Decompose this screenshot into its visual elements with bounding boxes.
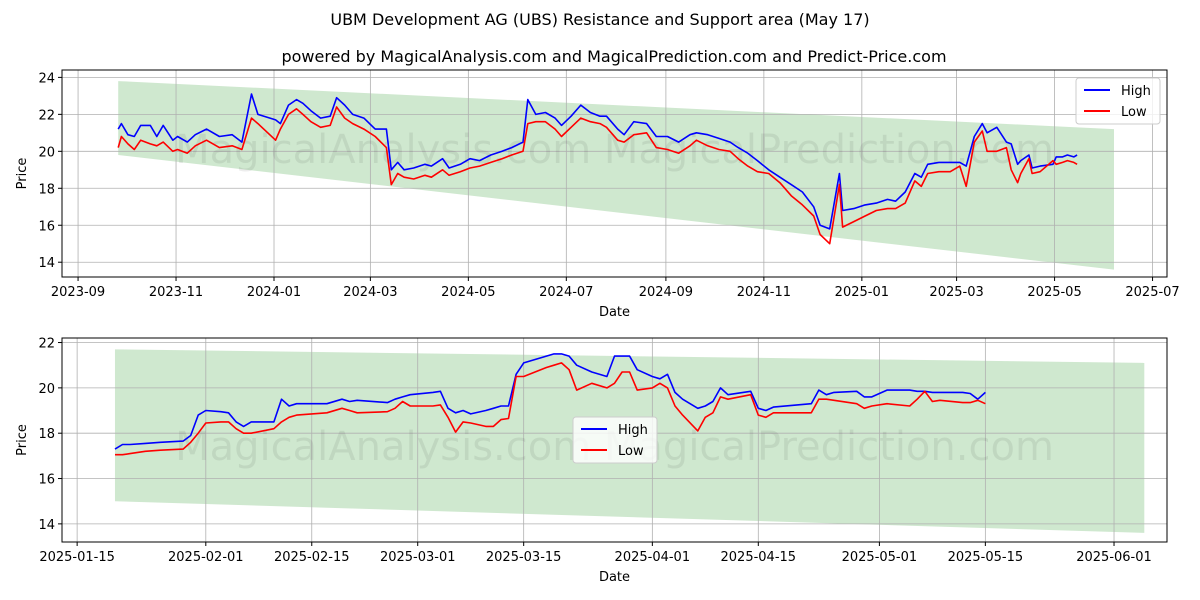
- chart-subtitle: powered by MagicalAnalysis.com and Magic…: [281, 47, 946, 66]
- chart-title: UBM Development AG (UBS) Resistance and …: [330, 10, 869, 29]
- x-tick-label: 2025-04-15: [721, 550, 797, 565]
- top-chart-panel: 2023-09 2023-11 2024-01 2024-03 2024-05 2024-…: [15, 69, 1180, 320]
- legend: High Low: [572, 416, 658, 464]
- axes-frame: [61, 69, 1168, 278]
- y-tick-label: 16: [38, 473, 55, 488]
- legend-label-high: High: [1121, 84, 1151, 99]
- legend-label-low: Low: [1121, 105, 1147, 120]
- y-axis-label: Price: [15, 158, 30, 190]
- axes-frame: [61, 337, 1168, 543]
- y-tick-label: 22: [38, 337, 55, 352]
- legend-label-low: Low: [618, 444, 644, 459]
- x-axis-label: Date: [599, 570, 630, 585]
- x-tick-label: 2025-05-15: [948, 550, 1024, 565]
- legend: High Low: [1075, 77, 1161, 125]
- x-tick-label: 2025-02-01: [168, 550, 244, 565]
- x-tick-label: 2024-09: [639, 285, 693, 300]
- y-tick-label: 22: [38, 108, 55, 123]
- support-resistance-band: [118, 81, 1114, 270]
- x-tick-label: 2025-05-01: [842, 550, 918, 565]
- x-tick-label: 2024-03: [343, 285, 397, 300]
- x-tick-label: 2025-01-15: [39, 550, 115, 565]
- x-axis-label: Date: [599, 305, 630, 320]
- series-high-line: [117, 93, 1078, 230]
- series-low-line: [117, 106, 1078, 245]
- x-tick-label: 2025-02-15: [274, 550, 350, 565]
- x-tick-label: 2025-06-01: [1076, 550, 1152, 565]
- y-tick-label: 18: [38, 427, 55, 442]
- y-tick-label: 14: [38, 256, 55, 271]
- y-tick-label: 24: [38, 71, 55, 86]
- x-tick-label: 2024-01: [247, 285, 301, 300]
- x-tick-label: 2025-03: [929, 285, 983, 300]
- x-tick-label: 2025-04-01: [615, 550, 691, 565]
- watermark-text: MagicalAnalysis.com MagicalPrediction.co…: [175, 127, 1054, 173]
- y-tick-label: 18: [38, 182, 55, 197]
- y-tick-label: 20: [38, 145, 55, 160]
- legend-label-high: High: [618, 423, 648, 438]
- x-tick-label: 2024-05: [441, 285, 495, 300]
- bottom-chart-panel: 2025-01-15 2025-02-01 2025-02-15 2025-03-01…: [15, 337, 1168, 585]
- x-tick-label: 2023-09: [51, 285, 105, 300]
- x-tick-label: 2025-07: [1125, 285, 1179, 300]
- series-low-line: [115, 362, 986, 456]
- y-tick-label: 14: [38, 518, 55, 533]
- x-tick-label: 2025-03-01: [380, 550, 456, 565]
- y-axis-label: Price: [15, 424, 30, 456]
- x-tick-label: 2025-01: [835, 285, 889, 300]
- x-tick-label: 2024-07: [539, 285, 593, 300]
- x-tick-label: 2023-11: [149, 285, 203, 300]
- x-tick-label: 2025-03-15: [486, 550, 562, 565]
- x-tick-label: 2024-11: [737, 285, 791, 300]
- series-high-line: [114, 353, 986, 450]
- x-tick-label: 2025-05: [1027, 285, 1081, 300]
- y-tick-label: 16: [38, 219, 55, 234]
- y-tick-label: 20: [38, 382, 55, 397]
